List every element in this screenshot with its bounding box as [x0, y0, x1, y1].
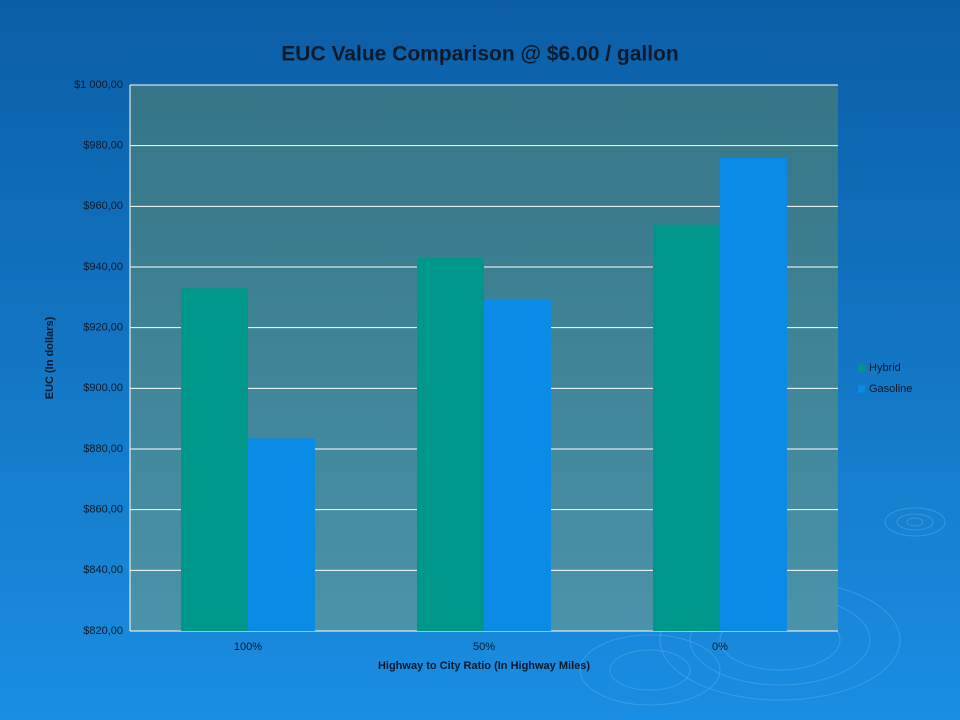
- bar: [653, 224, 720, 632]
- y-tick-label: $860,00: [83, 504, 123, 516]
- y-tick-label: $840,00: [83, 564, 123, 576]
- y-tick-label: $960,00: [83, 200, 123, 212]
- x-tick-label: 0%: [712, 641, 728, 653]
- x-tick-label: 100%: [234, 641, 262, 653]
- y-tick-label: $980,00: [83, 140, 123, 152]
- x-tick-label: 50%: [473, 641, 495, 653]
- y-tick-label: $1 000,00: [74, 79, 123, 91]
- chart-title: EUC Value Comparison @ $6.00 / gallon: [281, 43, 678, 66]
- ripples: [579, 507, 946, 706]
- y-tick-label: $920,00: [83, 322, 123, 334]
- y-tick-label: $880,00: [83, 443, 123, 455]
- legend-swatch: [858, 385, 865, 393]
- y-tick-label: $900,00: [83, 382, 123, 394]
- legend-swatch: [858, 364, 865, 372]
- y-tick-label: $820,00: [83, 625, 123, 637]
- x-axis-title: Highway to City Ratio (In Highway Miles): [378, 660, 590, 672]
- y-tick-label: $940,00: [83, 261, 123, 273]
- legend-label: Hybrid: [869, 362, 901, 374]
- bar: [181, 288, 248, 631]
- bar: [484, 298, 551, 631]
- y-axis-title: EUC (In dollars): [44, 316, 56, 399]
- bar: [417, 257, 484, 631]
- legend-label: Gasoline: [869, 383, 912, 395]
- bar: [248, 438, 315, 631]
- bar: [720, 157, 787, 632]
